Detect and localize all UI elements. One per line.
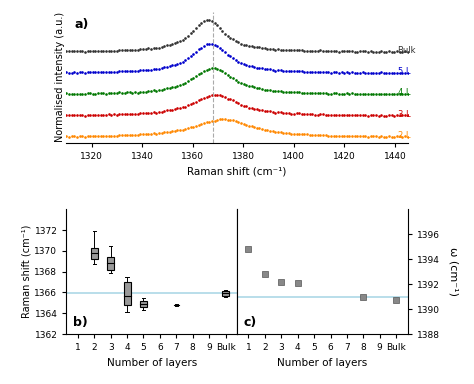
Text: Bulk: Bulk [398,46,416,55]
Bar [222,291,229,296]
Y-axis label: Raman shift (cm⁻¹): Raman shift (cm⁻¹) [21,225,32,318]
Text: b): b) [73,316,88,329]
Bar [107,257,114,270]
Bar [124,282,130,305]
Bar [91,248,98,259]
Text: c): c) [244,316,257,329]
Y-axis label: ω (cm⁻¹): ω (cm⁻¹) [448,247,458,296]
X-axis label: Raman shift (cm⁻¹): Raman shift (cm⁻¹) [187,166,287,176]
Text: 3 L: 3 L [398,110,410,119]
Text: 2 L: 2 L [398,131,410,140]
Text: 5 L: 5 L [398,67,410,76]
Bar [140,301,147,307]
Text: 4 L: 4 L [398,88,410,98]
X-axis label: Number of layers: Number of layers [107,358,197,367]
Y-axis label: Normalised intensity (a.u.): Normalised intensity (a.u.) [55,12,65,142]
Text: a): a) [75,18,89,31]
X-axis label: Number of layers: Number of layers [277,358,367,367]
